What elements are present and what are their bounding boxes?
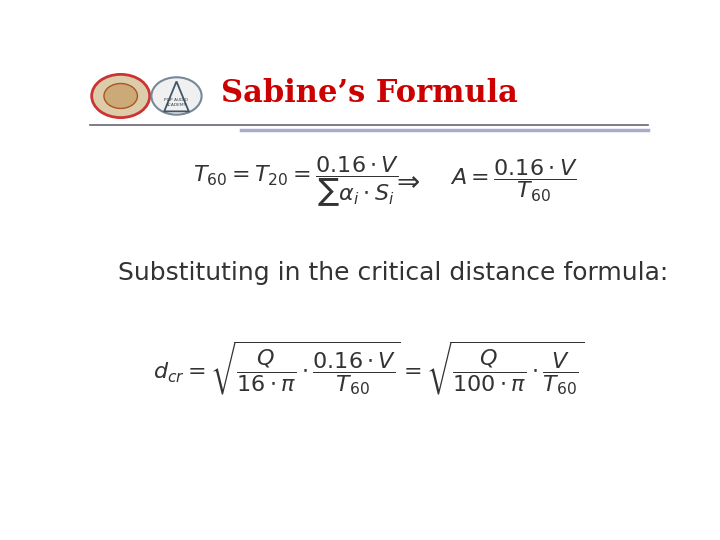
Text: POP AUDIO
ACADEMY: POP AUDIO ACADEMY	[164, 98, 189, 106]
Text: $T_{60} = T_{20} = \dfrac{0.16 \cdot V}{\sum \alpha_i \cdot S_i}$: $T_{60} = T_{20} = \dfrac{0.16 \cdot V}{…	[193, 154, 400, 208]
Circle shape	[91, 75, 150, 118]
Text: $A = \dfrac{0.16 \cdot V}{T_{60}}$: $A = \dfrac{0.16 \cdot V}{T_{60}}$	[450, 158, 578, 205]
Text: $d_{cr} = \sqrt{\dfrac{Q}{16 \cdot \pi} \cdot \dfrac{0.16 \cdot V}{T_{60}}} = \s: $d_{cr} = \sqrt{\dfrac{Q}{16 \cdot \pi} …	[153, 340, 585, 397]
Text: Sabine’s Formula: Sabine’s Formula	[220, 78, 518, 110]
Circle shape	[104, 84, 138, 109]
Text: $\Rightarrow$: $\Rightarrow$	[391, 168, 420, 195]
Text: Substituting in the critical distance formula:: Substituting in the critical distance fo…	[118, 261, 668, 285]
Circle shape	[151, 77, 202, 114]
